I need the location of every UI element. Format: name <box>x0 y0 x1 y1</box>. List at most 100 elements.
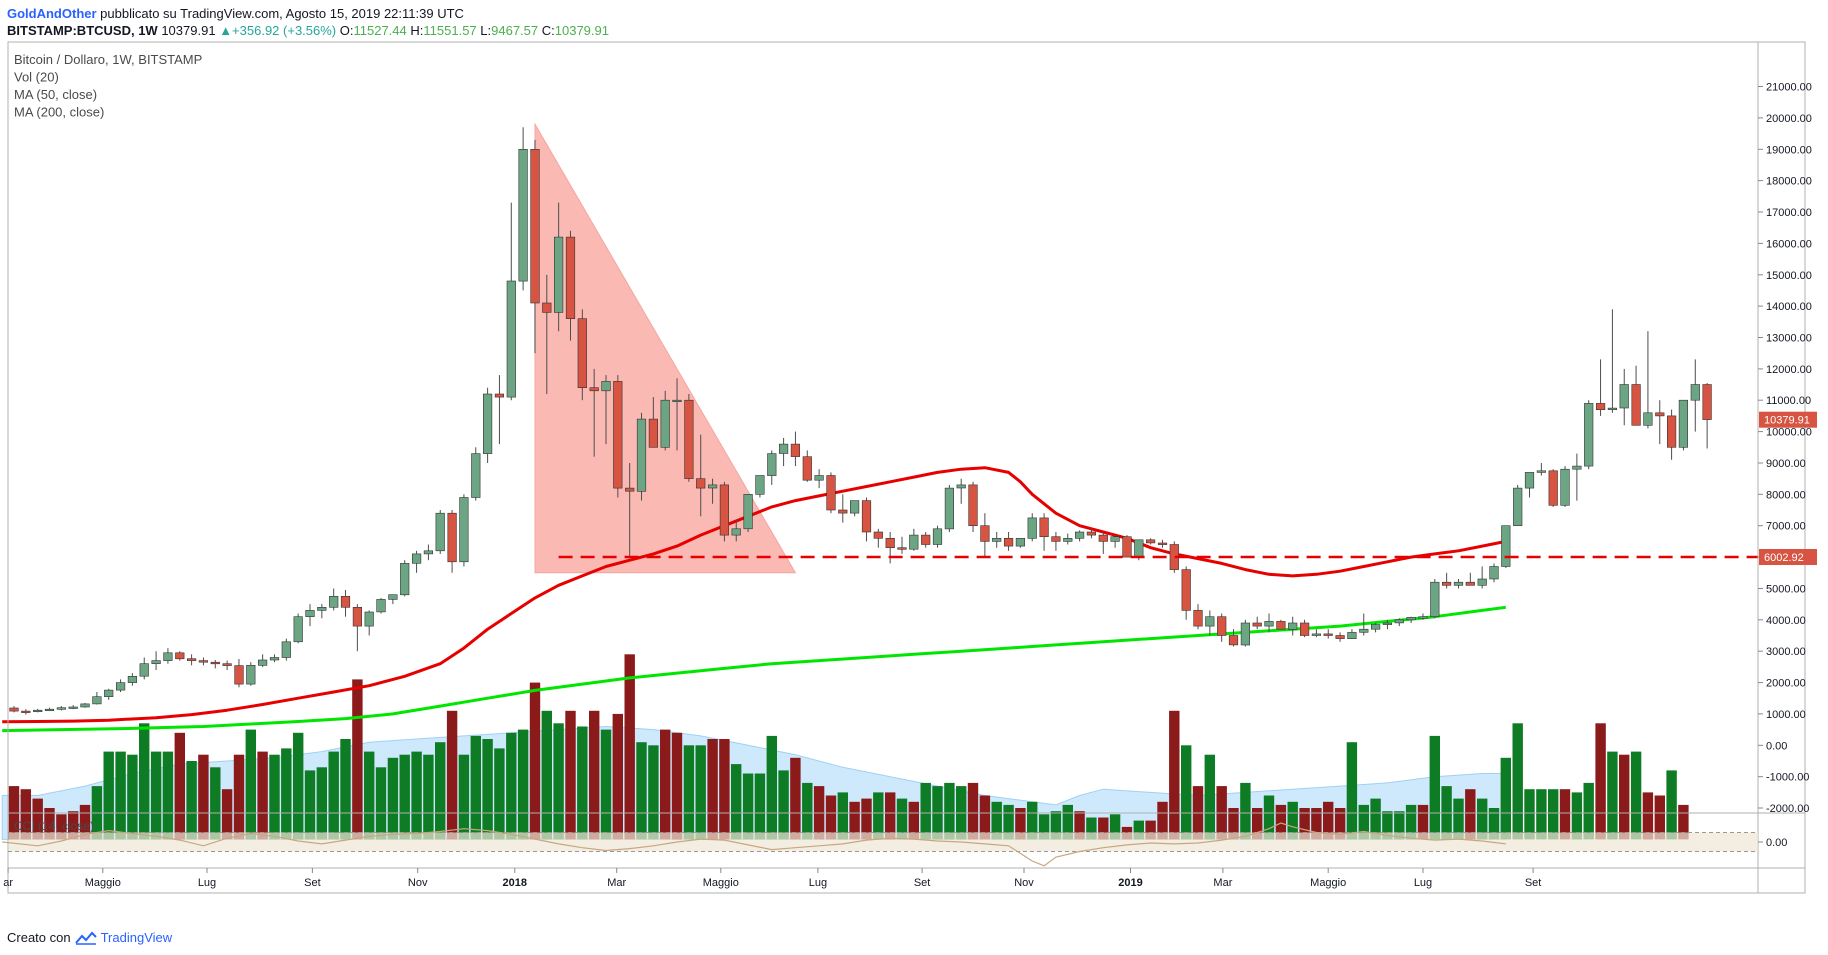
footer: Creato con TradingView <box>7 930 172 945</box>
candle-body <box>482 393 493 454</box>
volume-bar <box>979 795 991 840</box>
candle-body <box>1702 384 1712 420</box>
y-tick-label: 9000.00 <box>1766 458 1806 470</box>
volume-bar <box>1346 742 1358 840</box>
volume-bar <box>766 735 777 840</box>
candle-body <box>163 652 173 661</box>
x-tick-label: Maggio <box>1310 877 1346 889</box>
volume-bar <box>731 764 742 840</box>
candle-body <box>80 703 90 708</box>
close-value: 10379.91 <box>554 23 609 38</box>
y-tick-label: 8000.00 <box>1766 489 1806 501</box>
price-tag-label: 10379.91 <box>1764 415 1810 427</box>
volume-bar <box>1642 792 1654 840</box>
volume-bar <box>1619 754 1630 840</box>
volume-bar <box>1204 754 1215 840</box>
low-value: 9467.57 <box>491 23 539 38</box>
candle-body <box>1394 619 1404 624</box>
time-axis[interactable]: ar Maggio Lug Set Nov 2018 Mar Maggio Lug Set Nov 2… <box>3 868 1541 889</box>
candle-body <box>802 456 812 481</box>
candle-body <box>1134 539 1144 558</box>
volume-bar <box>1666 770 1677 840</box>
candle-body <box>435 512 445 552</box>
candle-body <box>1643 412 1653 426</box>
volume-bar <box>1382 811 1393 840</box>
chart-frame <box>7 41 1806 894</box>
volume-bar <box>660 729 671 840</box>
candle-body <box>1240 622 1250 646</box>
y-tick-label: 11000.00 <box>1766 395 1811 407</box>
price-tag-box <box>1759 549 1817 565</box>
cci-label: CCI (14, close) <box>14 819 94 833</box>
volume-bar <box>1015 808 1026 840</box>
volume-bar <box>624 654 635 840</box>
volume-bar <box>908 801 919 840</box>
volume-bar <box>1323 801 1334 840</box>
x-tick-label: Maggio <box>703 877 739 889</box>
price-tags: 10379.91 6002.92 <box>1759 411 1817 565</box>
ohlc-line: BITSTAMP:BTCUSD, 1W 10379.91 ▲+356.92 (+… <box>7 23 609 38</box>
candle-body <box>778 443 789 454</box>
y-tick-label: 21000.00 <box>1766 82 1812 94</box>
candle-body <box>790 443 800 457</box>
volume-bar <box>1169 710 1180 840</box>
high-label: H: <box>410 23 424 38</box>
volume-bar <box>340 739 351 840</box>
volume-bar <box>754 773 766 840</box>
candle-body <box>1655 412 1665 417</box>
candle-body <box>411 553 422 564</box>
publish-line: GoldAndOther pubblicato su TradingView.c… <box>7 6 464 21</box>
volume-bar <box>411 751 422 840</box>
volume-bar <box>281 748 292 840</box>
candle-body <box>992 537 1002 542</box>
candle-body <box>577 318 587 389</box>
volume-bar <box>1133 820 1144 840</box>
volume-bar <box>245 729 256 840</box>
cci-tick-label: 0.00 <box>1766 837 1787 849</box>
tradingview-link[interactable]: TradingView <box>100 930 173 945</box>
candle-body <box>116 682 126 691</box>
candle-body <box>921 534 931 545</box>
volume-bar <box>1358 804 1369 840</box>
volume-bar <box>293 732 304 840</box>
volume-bar <box>1086 817 1097 840</box>
candle-body <box>506 280 516 398</box>
x-tick-label: Set <box>914 877 931 889</box>
candle-body <box>1442 581 1452 586</box>
candle-body <box>388 594 398 600</box>
candle-body <box>1323 633 1333 636</box>
volume-bar <box>1311 808 1322 840</box>
candle-body <box>672 399 682 403</box>
candle-body <box>1300 622 1310 636</box>
x-tick-label: Set <box>1525 877 1542 889</box>
author-link[interactable]: GoldAndOther <box>7 6 97 21</box>
y-tick-label: 12000.00 <box>1766 364 1812 376</box>
volume-bar <box>695 745 706 840</box>
candle-body <box>861 500 872 533</box>
candle-body <box>33 709 43 713</box>
candle-body <box>1288 622 1298 630</box>
y-tick-label: -1000.00 <box>1766 772 1809 784</box>
volume-bar <box>719 739 730 840</box>
volume-bar <box>1181 745 1192 840</box>
volume-bar <box>32 798 43 840</box>
volume-bar <box>648 745 659 840</box>
candle-body <box>542 302 552 313</box>
volume-bar <box>1405 804 1417 840</box>
cci-line <box>2 822 1506 867</box>
chart-header: GoldAndOther pubblicato su TradingView.c… <box>0 0 1828 42</box>
candle-body <box>767 453 777 476</box>
volume-bar <box>103 751 114 840</box>
volume-bar <box>991 801 1002 840</box>
volume-bar <box>1275 804 1287 840</box>
candle-body <box>1252 622 1262 627</box>
candle-body <box>222 663 232 666</box>
candle-body <box>1572 465 1582 470</box>
candle-body <box>352 606 363 627</box>
price-axis[interactable]: 21000.00 20000.00 19000.00 18000.00 17000.00… <box>1758 82 1812 816</box>
candle-body <box>447 512 457 563</box>
volume-bar <box>529 682 541 840</box>
open-label: O: <box>339 23 354 38</box>
y-tick-label: 15000.00 <box>1766 270 1812 282</box>
